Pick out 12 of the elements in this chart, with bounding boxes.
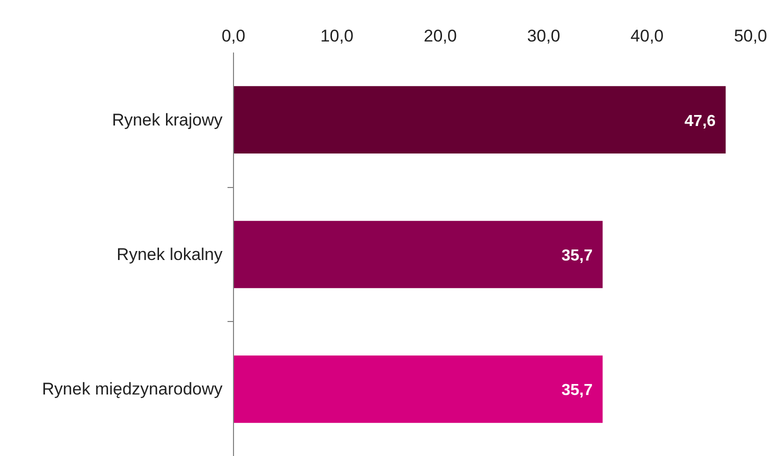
x-tick-label: 30,0: [527, 26, 560, 46]
data-label: 47,6: [684, 112, 716, 130]
x-tick-label: 50,0: [734, 26, 768, 46]
y-tick-label: Rynek lokalny: [116, 245, 223, 264]
x-tick-label: 20,0: [424, 26, 457, 46]
x-tick-label: 40,0: [630, 26, 664, 46]
y-tick-label: Rynek międzynarodowy: [42, 380, 223, 399]
x-tick-label: 10,0: [320, 26, 354, 46]
x-tick-label: 0,0: [222, 26, 246, 46]
y-tick-label: Rynek krajowy: [112, 110, 223, 130]
data-label: 35,7: [561, 248, 593, 264]
data-label: 35,7: [561, 382, 593, 400]
